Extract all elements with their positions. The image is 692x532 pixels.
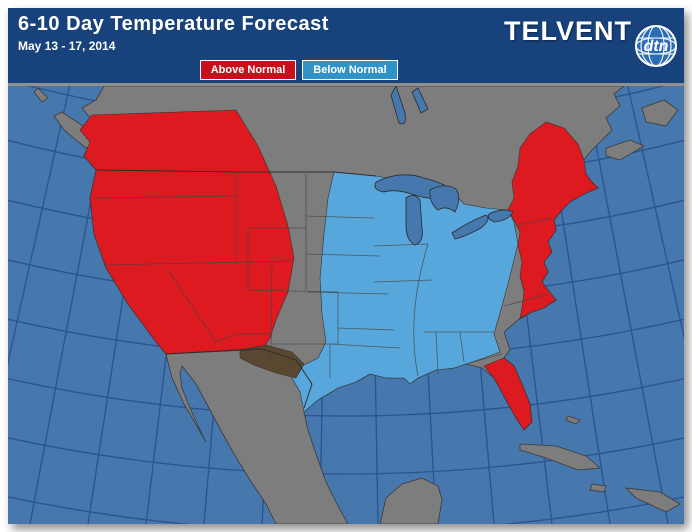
lake-ontario [487,209,514,223]
telvent-logo: TELVENT dtn [504,12,678,68]
brand-name: TELVENT [504,16,632,46]
yucatan-peninsula [379,477,443,524]
lake-winnipeg [390,86,406,125]
header: 6-10 Day Temperature Forecast May 13 - 1… [8,8,684,86]
date-range: May 13 - 17, 2014 [18,39,116,53]
forecast-map [8,86,684,524]
forecast-panel: 6-10 Day Temperature Forecast May 13 - 1… [8,8,684,524]
island-jamaica [589,483,607,493]
canada-us-border [95,169,377,177]
title-block: 6-10 Day Temperature Forecast May 13 - 1… [18,13,329,53]
page-title: 6-10 Day Temperature Forecast [18,13,329,35]
lake-michigan [405,195,423,246]
lake-manitoba [411,87,429,114]
great-lakes [374,86,514,246]
island-newfoundland [641,99,679,127]
map-canvas [8,86,684,524]
island-haida [33,87,49,103]
island-hispaniola [624,487,681,513]
legend-below-normal[interactable]: Below Normal [302,60,398,80]
lake-erie [451,214,489,240]
island-bahamas [565,415,581,425]
region-brown-patch [239,344,305,379]
legend-above-normal[interactable]: Above Normal [199,60,297,80]
dtn-globe-icon: dtn [635,25,677,67]
us-mexico-border [165,348,313,409]
island-nova-scotia [605,139,645,161]
lake-huron [429,185,460,213]
state-borders [93,174,553,378]
region-above-normal-florida [483,357,533,431]
island-cuba [519,443,601,471]
dtn-text: dtn [644,38,669,55]
legend: Above Normal Below Normal [199,60,398,80]
region-above-normal-northeast [507,121,599,319]
